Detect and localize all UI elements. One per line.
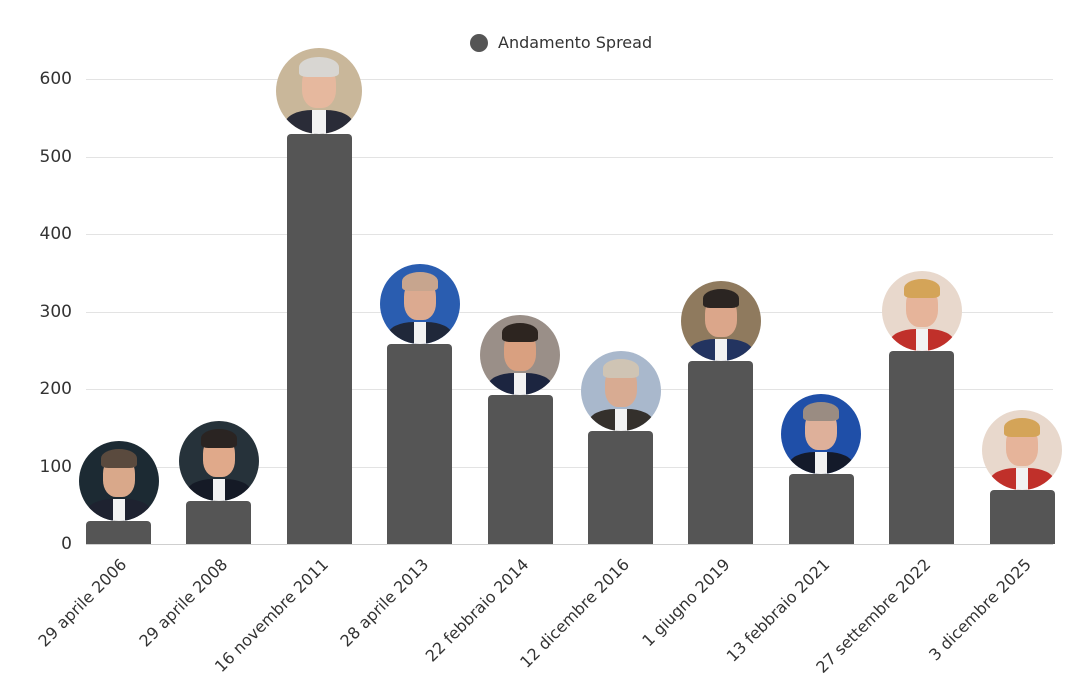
gentiloni-portrait-icon — [581, 351, 661, 431]
bar[interactable] — [488, 395, 553, 544]
bar[interactable] — [889, 351, 954, 544]
bar[interactable] — [588, 431, 653, 544]
gridline — [86, 79, 1053, 80]
meloni-portrait-icon — [882, 271, 962, 351]
bar[interactable] — [86, 521, 151, 544]
berlusconi-portrait-icon — [179, 421, 259, 501]
gridline — [86, 389, 1053, 390]
gridline — [86, 157, 1053, 158]
y-axis-tick-label: 0 — [61, 534, 72, 554]
x-axis-tick-label: 13 febbraio 2021 — [722, 554, 834, 666]
prodi-portrait-icon — [79, 441, 159, 521]
gridline — [86, 234, 1053, 235]
x-axis-tick-label: 28 aprile 2013 — [336, 554, 433, 651]
y-axis-tick-label: 600 — [39, 69, 72, 89]
y-axis-tick-label: 100 — [39, 457, 72, 477]
bar[interactable] — [789, 474, 854, 544]
legend: Andamento Spread — [470, 33, 652, 52]
y-axis-tick-label: 500 — [39, 147, 72, 167]
x-axis-tick-label: 22 febbraio 2014 — [421, 554, 533, 666]
y-axis-tick-label: 200 — [39, 379, 72, 399]
conte-portrait-icon — [681, 281, 761, 361]
legend-series-dot-icon — [470, 33, 488, 52]
renzi-portrait-icon — [480, 315, 560, 395]
bar[interactable] — [186, 501, 251, 544]
gridline — [86, 467, 1053, 468]
x-axis-tick-label: 3 dicembre 2025 — [925, 554, 1035, 665]
bar[interactable] — [688, 361, 753, 544]
gridline — [86, 312, 1053, 313]
draghi-portrait-icon — [781, 394, 861, 474]
x-axis-tick-label: 29 aprile 2006 — [34, 554, 131, 651]
x-axis-tick-label: 29 aprile 2008 — [135, 554, 232, 651]
x-axis-tick-label: 1 giugno 2019 — [638, 554, 734, 651]
bar[interactable] — [990, 490, 1055, 544]
x-axis-tick-label: 12 dicembre 2016 — [515, 554, 633, 672]
x-axis-tick-label: 16 novembre 2011 — [210, 554, 332, 676]
x-axis-tick-label: 27 settembre 2022 — [812, 554, 935, 677]
meloni-portrait-icon — [982, 410, 1062, 490]
y-axis-tick-label: 300 — [39, 302, 72, 322]
letta-portrait-icon — [380, 264, 460, 344]
bar[interactable] — [287, 134, 352, 544]
bar[interactable] — [387, 344, 452, 544]
legend-label[interactable]: Andamento Spread — [498, 33, 653, 52]
monti-portrait-icon — [276, 48, 362, 134]
y-axis-tick-label: 400 — [39, 224, 72, 244]
x-axis-line — [86, 544, 1053, 545]
